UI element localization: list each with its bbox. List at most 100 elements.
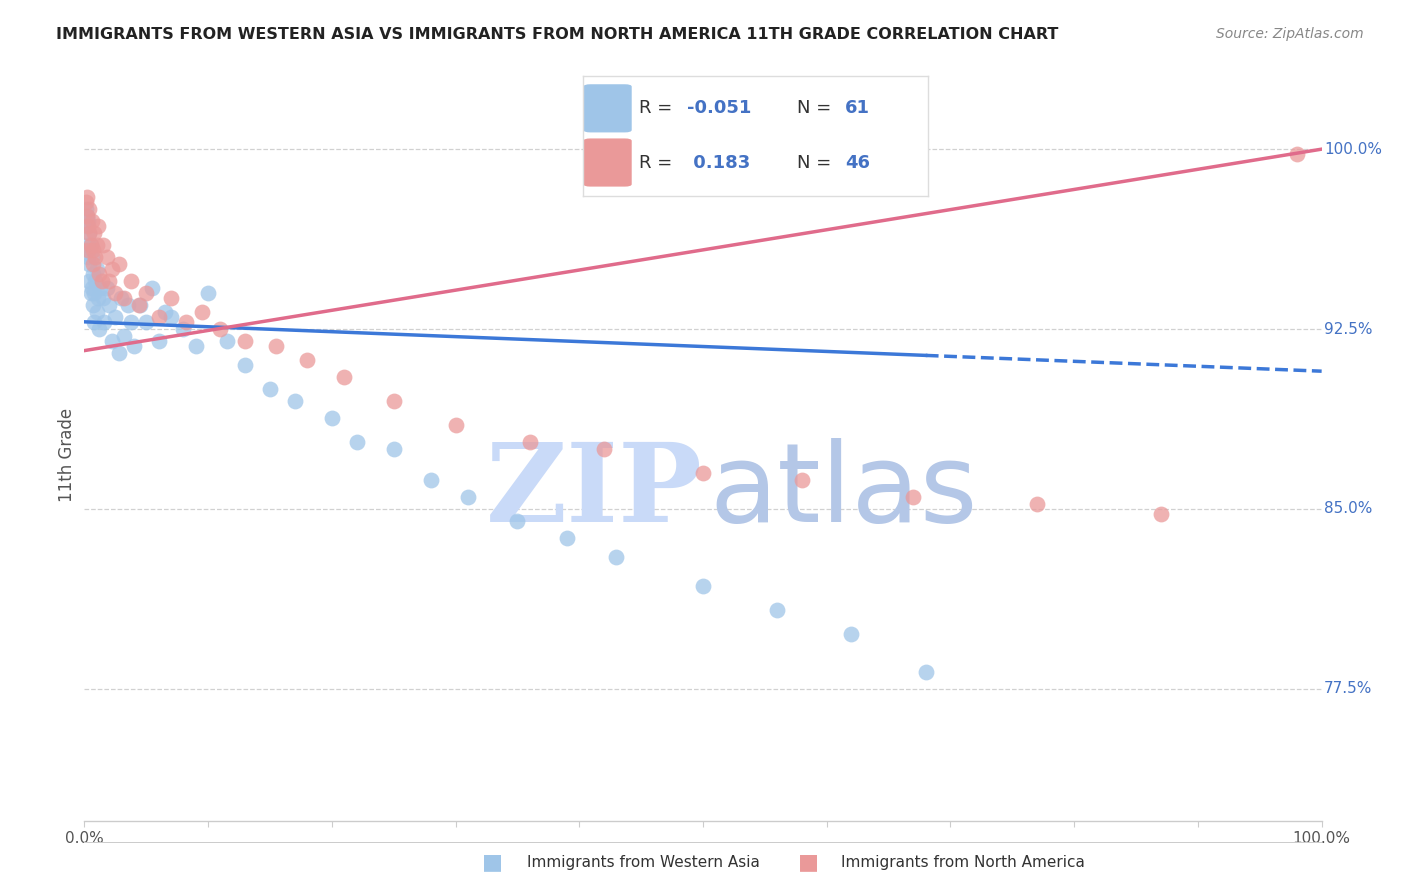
Point [419,473,441,487]
Point [120,315,142,329]
Point [766,602,789,616]
Point [555,531,578,545]
Point [444,417,467,432]
Point [84,274,107,288]
Point [129,298,152,312]
Text: 92.5%: 92.5% [1324,321,1372,336]
Point [160,310,183,324]
Text: 46: 46 [845,153,870,171]
Point [86,262,108,277]
Point [79,286,101,301]
Text: Source: ZipAtlas.com: Source: ZipAtlas.com [1216,27,1364,41]
Point [93,315,115,329]
Text: N =: N = [797,153,831,171]
Text: 85.0%: 85.0% [1324,501,1372,516]
Point [593,442,616,456]
Point [104,286,127,301]
Point [382,394,405,409]
Text: R =: R = [638,153,672,171]
Text: atlas: atlas [709,438,977,545]
Point [197,286,219,301]
Point [209,322,232,336]
Point [605,549,627,564]
Point [75,219,97,233]
Point [75,202,97,216]
Point [98,298,121,312]
Point [1285,147,1308,161]
Point [82,267,104,281]
Y-axis label: 11th Grade: 11th Grade [58,408,76,502]
Point [506,514,529,528]
Point [148,310,170,324]
Point [321,410,343,425]
Point [692,466,714,480]
Text: N =: N = [797,99,831,118]
Point [96,281,118,295]
Point [148,334,170,348]
Point [104,310,127,324]
Point [790,473,813,487]
Point [79,257,101,271]
Point [295,353,318,368]
Point [80,214,103,228]
Point [77,243,100,257]
Point [89,281,111,295]
Text: ■: ■ [482,853,502,872]
Point [80,250,103,264]
FancyBboxPatch shape [583,84,631,132]
Point [79,226,101,240]
Point [76,209,98,223]
Point [83,226,105,240]
Point [120,274,142,288]
Point [96,250,118,264]
Point [76,209,98,223]
Point [914,665,936,679]
Point [76,243,98,257]
Point [82,257,104,271]
Point [86,238,108,252]
Point [77,250,100,264]
Text: 77.5%: 77.5% [1324,681,1372,697]
Text: ZIP: ZIP [486,438,703,545]
Point [215,334,238,348]
Point [191,305,214,319]
Point [382,442,405,456]
Point [82,243,104,257]
Point [135,315,157,329]
Point [122,339,145,353]
Point [160,291,183,305]
Point [519,434,541,449]
Point [346,434,368,449]
Point [184,339,207,353]
Point [233,358,256,372]
Point [1150,507,1173,521]
Point [77,214,100,228]
Point [259,382,281,396]
Point [692,579,714,593]
Point [112,291,135,305]
Point [83,315,105,329]
Point [77,219,100,233]
Point [264,339,287,353]
Text: IMMIGRANTS FROM WESTERN ASIA VS IMMIGRANTS FROM NORTH AMERICA 11TH GRADE CORRELA: IMMIGRANTS FROM WESTERN ASIA VS IMMIGRAN… [56,27,1059,42]
Point [90,274,112,288]
Point [1026,497,1049,511]
Point [83,286,105,301]
Point [112,329,135,343]
Text: 61: 61 [845,99,870,118]
Point [87,219,110,233]
Point [75,194,97,209]
Text: ■: ■ [799,853,818,872]
Point [141,281,163,295]
Point [91,238,114,252]
Point [82,298,104,312]
Text: -0.051: -0.051 [688,99,751,118]
Point [153,305,176,319]
Point [841,626,863,640]
Point [128,298,150,312]
Point [79,274,101,288]
Point [100,334,122,348]
Point [79,202,101,216]
Point [174,315,197,329]
Point [89,322,111,336]
